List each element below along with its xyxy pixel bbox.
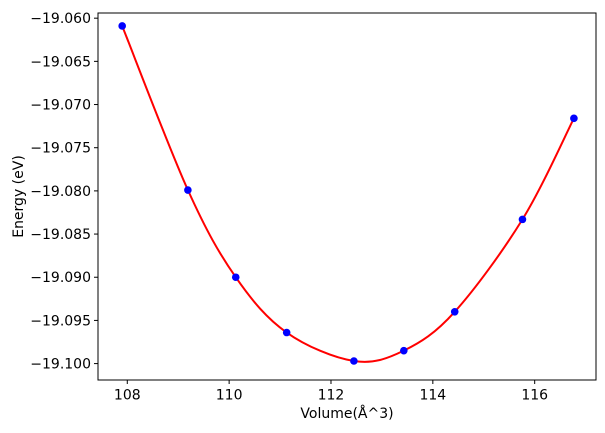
data-point-marker: [450, 307, 459, 316]
data-point-marker: [570, 114, 578, 123]
x-tick-label: 114: [419, 388, 446, 404]
y-tick-label: −19.060: [30, 11, 91, 27]
data-point-marker: [231, 273, 240, 282]
x-tick-label: 110: [216, 388, 243, 404]
data-point-marker: [400, 346, 408, 355]
y-tick-label: −19.070: [30, 98, 91, 114]
y-axis-label: Energy (eV): [11, 155, 27, 238]
plot-area: 108 110 112 114 116 −19.060 −19.065 −19.070 −19.…: [30, 11, 597, 404]
y-tick-label: −19.090: [30, 270, 91, 286]
data-point-marker: [184, 186, 192, 194]
x-tick-label: 116: [521, 388, 548, 404]
data-point-marker: [282, 328, 291, 337]
y-tick-label: −19.080: [30, 184, 91, 200]
plot-border: [97, 12, 597, 381]
y-tick-label: −19.085: [30, 227, 91, 243]
x-tick-label: 108: [114, 388, 141, 404]
y-tick-label: −19.100: [30, 357, 91, 373]
fit-curve-line: [121, 24, 575, 363]
data-point-marker: [118, 22, 126, 30]
y-tick-label: −19.075: [30, 141, 91, 157]
y-tick-label: −19.065: [30, 54, 91, 70]
data-point-marker: [518, 215, 527, 224]
x-tick-label: 112: [318, 388, 345, 404]
data-point-marker: [350, 357, 358, 365]
y-tick-label: −19.095: [30, 313, 91, 329]
x-axis-label: Volume(Å^3): [300, 405, 393, 422]
